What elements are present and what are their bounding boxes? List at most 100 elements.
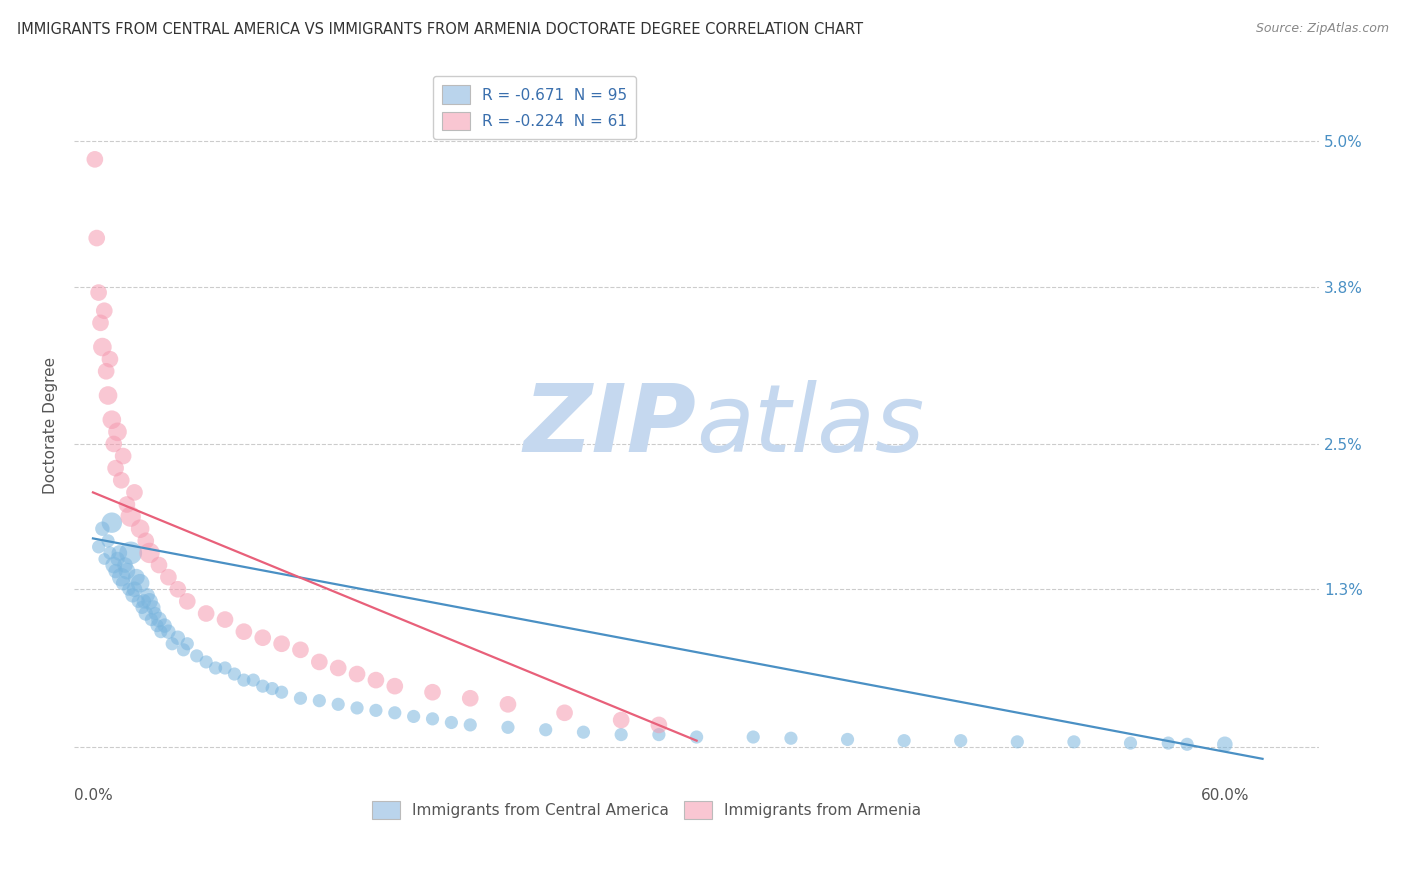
- Point: [195, 655, 218, 669]
- Point: [1063, 735, 1085, 749]
- Text: Source: ZipAtlas.com: Source: ZipAtlas.com: [1256, 22, 1389, 36]
- Point: [115, 498, 138, 512]
- Point: [186, 648, 208, 663]
- Point: [384, 679, 406, 693]
- Point: [97, 533, 120, 548]
- Point: [87, 540, 110, 554]
- Point: [534, 723, 557, 737]
- Point: [96, 364, 118, 378]
- Point: [214, 661, 236, 675]
- Point: [346, 701, 368, 715]
- Point: [93, 552, 115, 566]
- Point: [115, 564, 138, 578]
- Point: [110, 473, 132, 487]
- Y-axis label: Doctorate Degree: Doctorate Degree: [44, 357, 58, 494]
- Legend: Immigrants from Central America, Immigrants from Armenia: Immigrants from Central America, Immigra…: [367, 795, 928, 825]
- Point: [131, 600, 153, 615]
- Point: [124, 582, 146, 597]
- Point: [101, 516, 124, 530]
- Point: [125, 570, 148, 584]
- Point: [176, 637, 198, 651]
- Point: [157, 624, 180, 639]
- Point: [685, 730, 707, 744]
- Point: [166, 582, 188, 597]
- Point: [384, 706, 406, 720]
- Point: [610, 713, 633, 727]
- Point: [572, 725, 595, 739]
- Point: [554, 706, 576, 720]
- Point: [101, 413, 124, 427]
- Point: [142, 600, 165, 615]
- Point: [112, 449, 135, 463]
- Point: [214, 613, 236, 627]
- Point: [837, 732, 859, 747]
- Point: [422, 712, 444, 726]
- Point: [148, 558, 170, 572]
- Point: [89, 316, 111, 330]
- Point: [91, 522, 114, 536]
- Point: [252, 631, 274, 645]
- Point: [107, 552, 129, 566]
- Point: [83, 153, 105, 167]
- Point: [120, 546, 142, 560]
- Point: [262, 681, 284, 696]
- Point: [118, 582, 141, 597]
- Point: [290, 643, 312, 657]
- Point: [204, 661, 226, 675]
- Point: [136, 588, 159, 602]
- Point: [93, 303, 115, 318]
- Point: [129, 522, 152, 536]
- Point: [949, 733, 972, 747]
- Point: [146, 618, 169, 632]
- Point: [141, 613, 163, 627]
- Point: [893, 733, 915, 747]
- Point: [124, 485, 146, 500]
- Point: [98, 546, 121, 560]
- Point: [232, 624, 254, 639]
- Point: [108, 546, 131, 560]
- Point: [1157, 736, 1180, 750]
- Point: [114, 558, 136, 572]
- Point: [143, 607, 166, 621]
- Point: [148, 613, 170, 627]
- Point: [121, 588, 143, 602]
- Point: [290, 691, 312, 706]
- Point: [149, 624, 172, 639]
- Point: [648, 718, 671, 732]
- Point: [91, 340, 114, 354]
- Point: [176, 594, 198, 608]
- Point: [242, 673, 264, 687]
- Point: [112, 576, 135, 591]
- Point: [648, 728, 671, 742]
- Point: [496, 720, 519, 734]
- Point: [328, 698, 350, 712]
- Point: [252, 679, 274, 693]
- Point: [440, 715, 463, 730]
- Text: atlas: atlas: [696, 380, 925, 471]
- Point: [127, 594, 149, 608]
- Point: [86, 231, 108, 245]
- Point: [195, 607, 218, 621]
- Point: [138, 546, 160, 560]
- Point: [104, 564, 127, 578]
- Point: [135, 607, 157, 621]
- Point: [103, 437, 125, 451]
- Point: [104, 461, 127, 475]
- Point: [346, 667, 368, 681]
- Point: [103, 558, 125, 572]
- Point: [780, 731, 803, 746]
- Point: [610, 728, 633, 742]
- Point: [1213, 737, 1236, 751]
- Text: ZIP: ZIP: [524, 380, 696, 472]
- Point: [138, 594, 160, 608]
- Point: [135, 533, 157, 548]
- Point: [97, 388, 120, 402]
- Point: [160, 637, 183, 651]
- Point: [129, 576, 152, 591]
- Text: IMMIGRANTS FROM CENTRAL AMERICA VS IMMIGRANTS FROM ARMENIA DOCTORATE DEGREE CORR: IMMIGRANTS FROM CENTRAL AMERICA VS IMMIG…: [17, 22, 863, 37]
- Point: [308, 655, 330, 669]
- Point: [742, 730, 765, 744]
- Point: [110, 570, 132, 584]
- Point: [496, 698, 519, 712]
- Point: [422, 685, 444, 699]
